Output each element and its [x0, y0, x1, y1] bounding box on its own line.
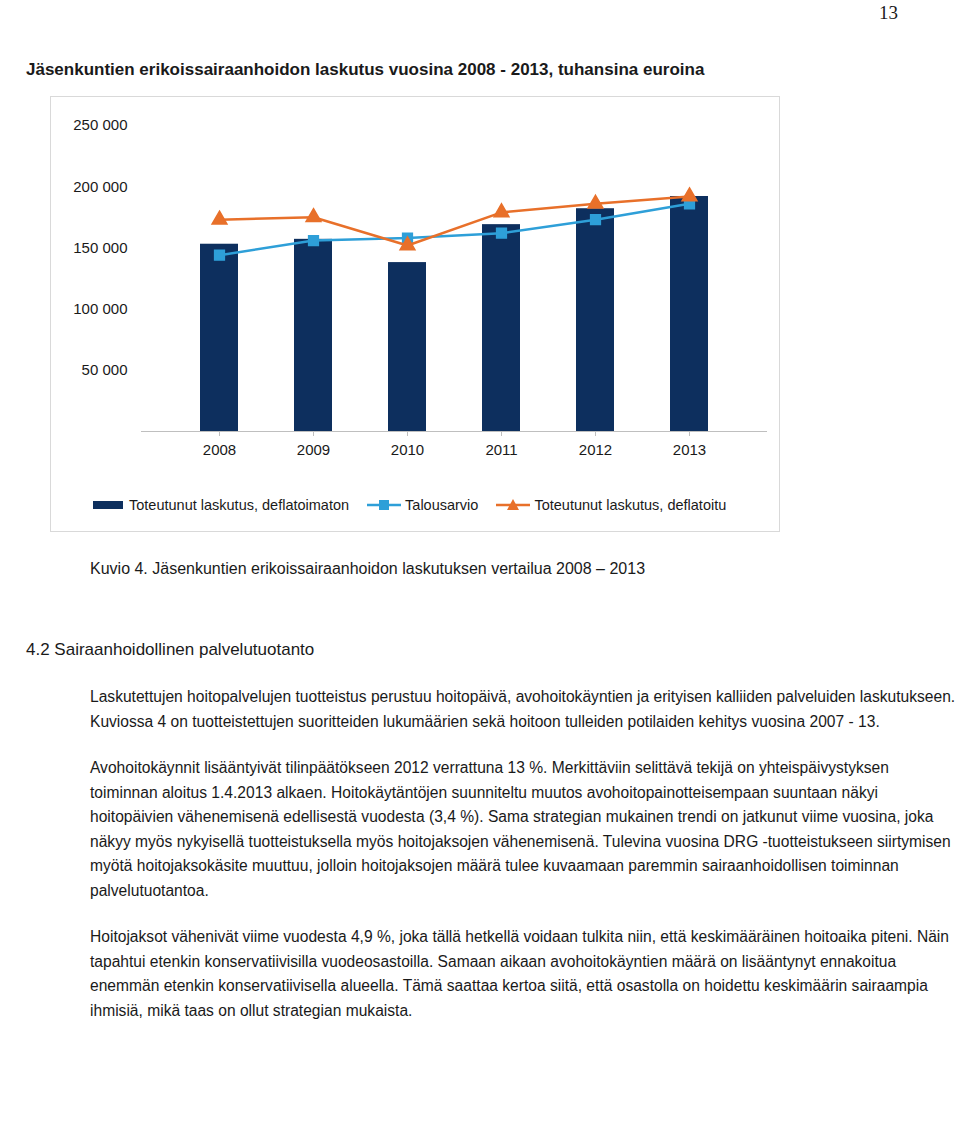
svg-text:100 000: 100 000 [73, 300, 127, 317]
html-text:Toteutunut laskutus, deflatoit: Toteutunut laskutus, deflatoitu [534, 497, 727, 513]
svg-text:200 000: 200 000 [73, 178, 127, 195]
html-text:4.2 Sairaanhoidollinen palvelu: 4.2 Sairaanhoidollinen palvelutuotanto [26, 640, 315, 659]
svg-text:2008: 2008 [203, 441, 236, 458]
svg-text:2011: 2011 [485, 441, 517, 458]
svg-text:2009: 2009 [297, 441, 330, 458]
html-text:Laskutettujen hoitopalvelujen: Laskutettujen hoitopalvelujen tuotteistu… [90, 688, 956, 730]
svg-text:2013: 2013 [673, 441, 706, 458]
svg-text:50 000: 50 000 [82, 361, 128, 378]
html-text:Avohoitokäynnit lisääntyivät t: Avohoitokäynnit lisääntyivät tilinpäätök… [90, 759, 951, 899]
svg-text:250 000: 250 000 [73, 116, 127, 133]
html-text:Jäsenkuntien erikoissairaanhoi: Jäsenkuntien erikoissairaanhoidon laskut… [26, 60, 705, 79]
html-text:Talousarvio: Talousarvio [405, 497, 479, 513]
svg-text:2010: 2010 [391, 441, 424, 458]
svg-text:2012: 2012 [579, 441, 612, 458]
html-text:Toteutunut laskutus, deflatoim: Toteutunut laskutus, deflatoimaton [129, 497, 350, 513]
html-text:Kuvio 4. Jäsenkuntien erikoiss: Kuvio 4. Jäsenkuntien erikoissairaanhoid… [90, 560, 645, 577]
svg-text:150 000: 150 000 [73, 239, 127, 256]
html-text:Hoitojaksot vähenivät viime vu: Hoitojaksot vähenivät viime vuodesta 4,9… [90, 928, 949, 1019]
html-text:13: 13 [879, 2, 898, 23]
